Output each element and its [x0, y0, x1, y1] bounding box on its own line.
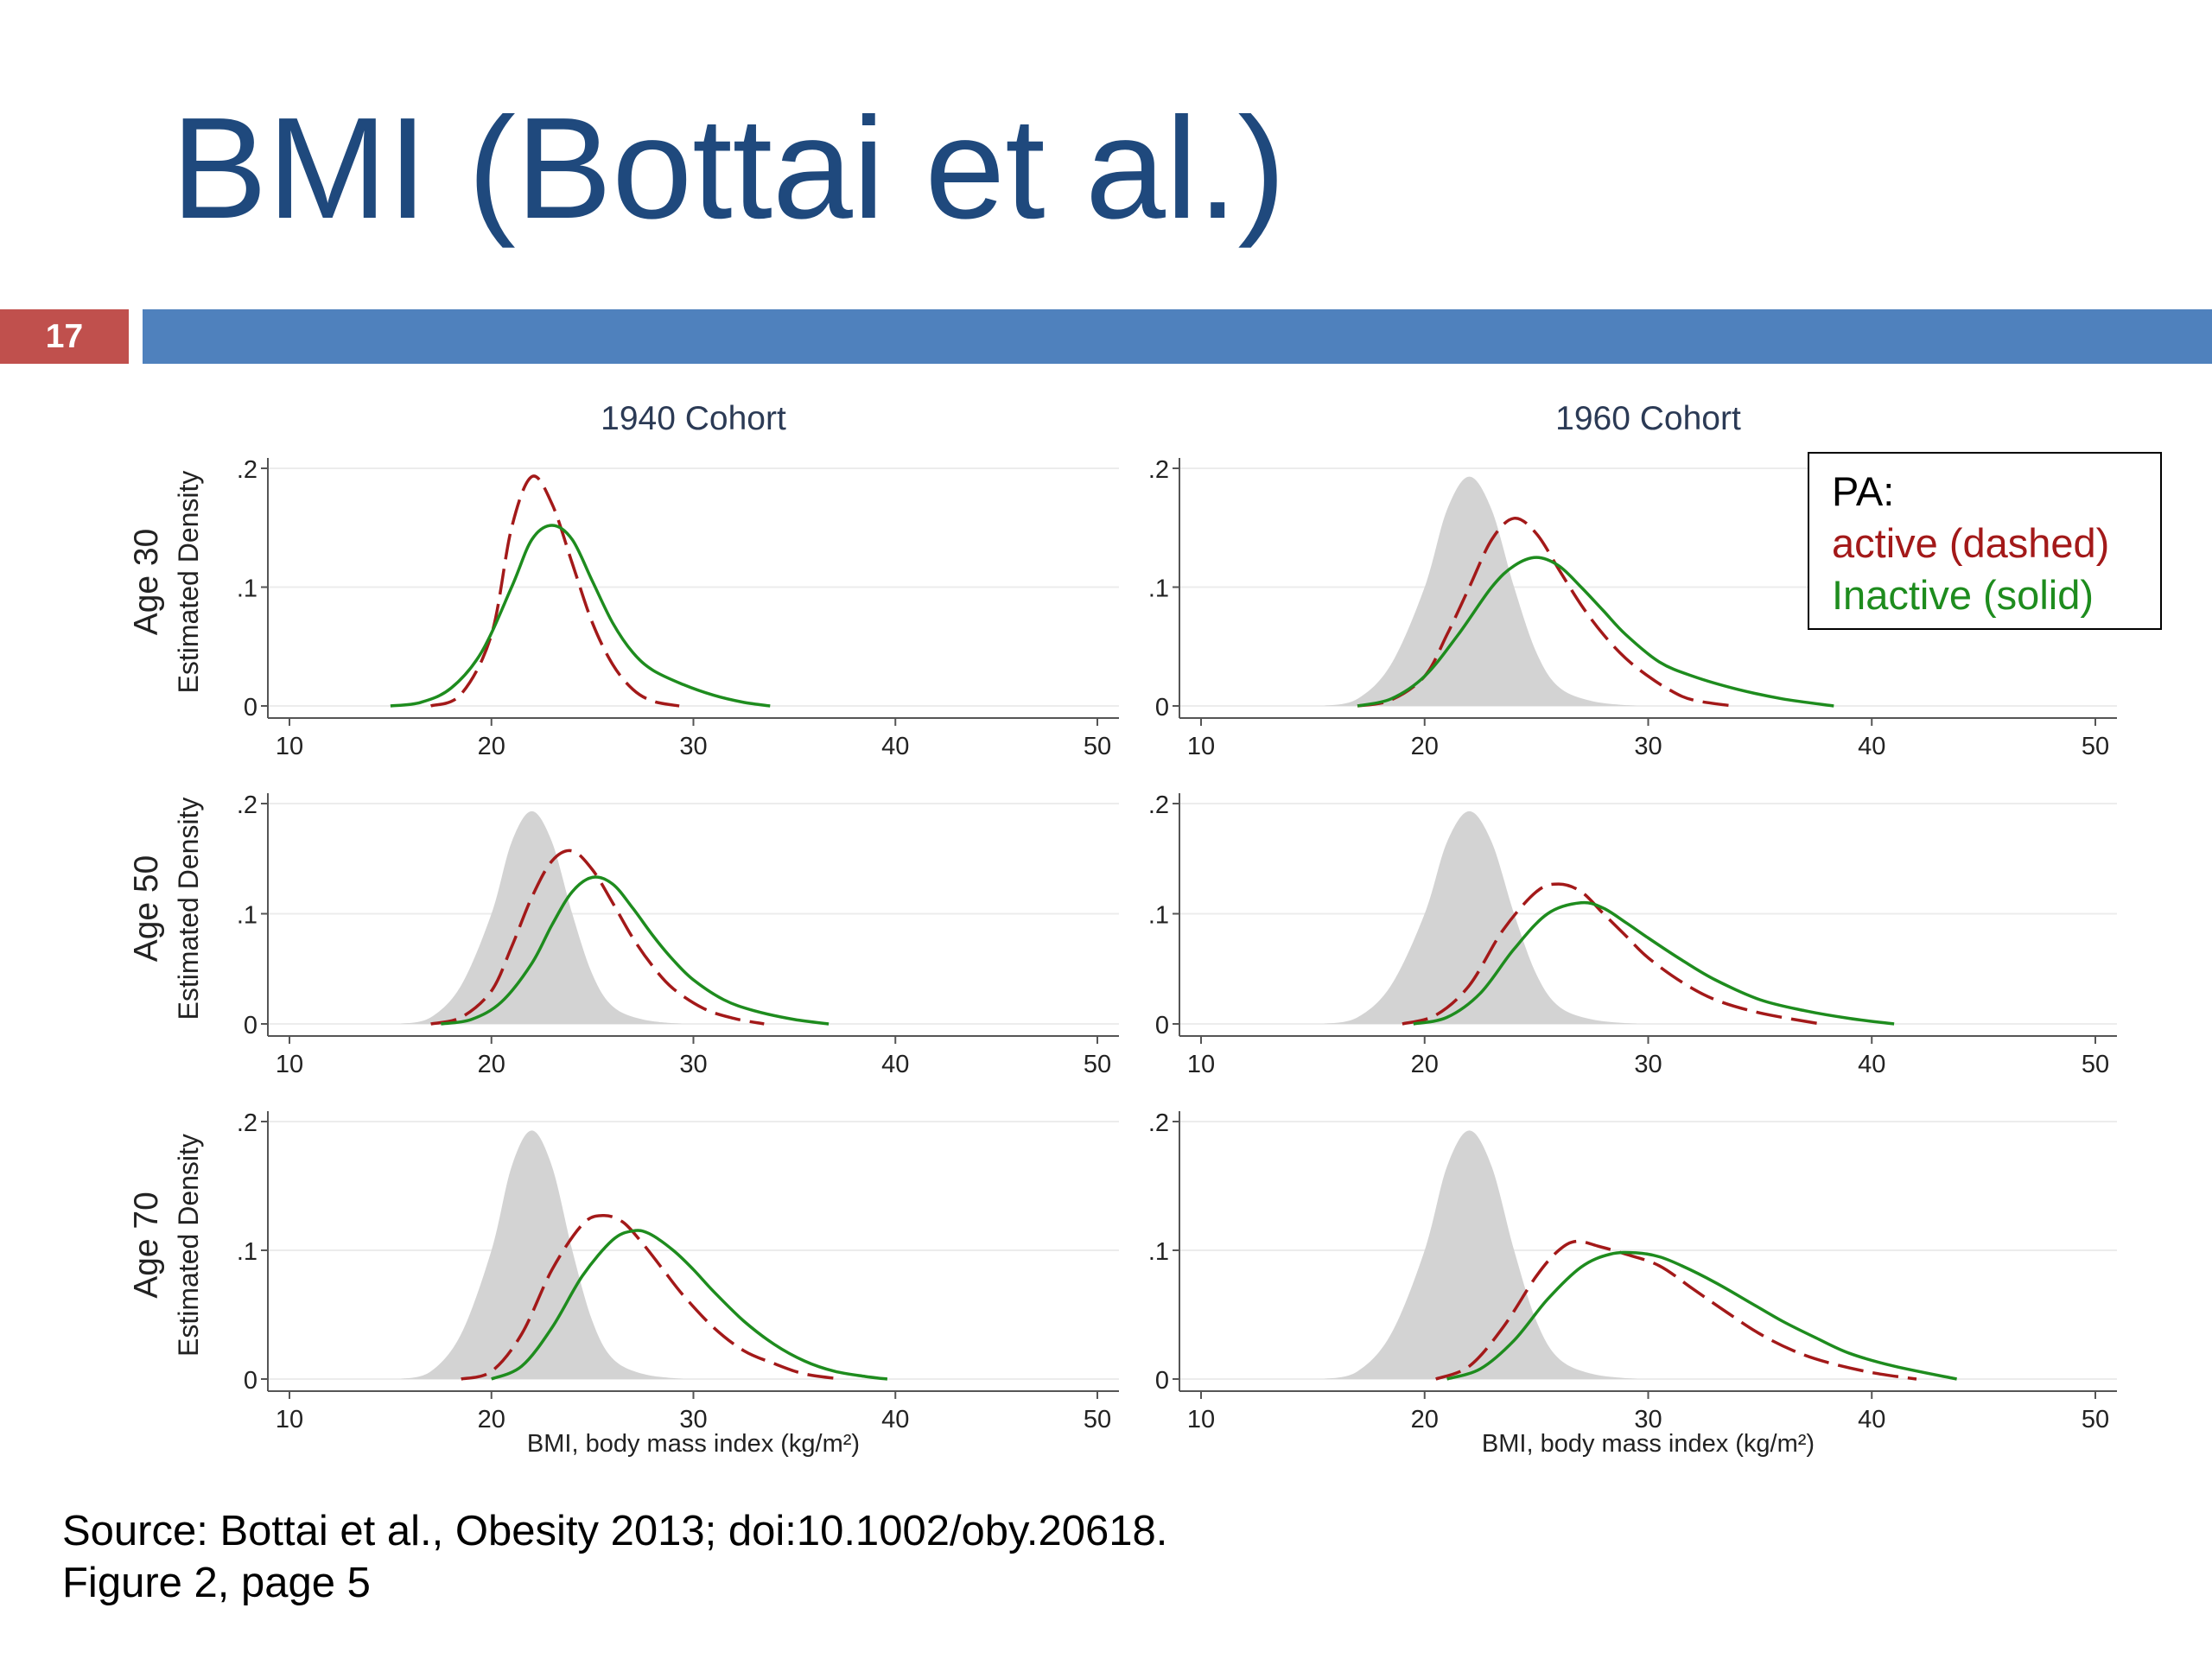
legend: PA: active (dashed) Inactive (solid) [1808, 452, 2162, 630]
x-tick-label: 20 [478, 1051, 505, 1078]
legend-active: active (dashed) [1832, 520, 2110, 566]
column-title: 1940 Cohort [601, 400, 786, 437]
y-tick-label: .1 [237, 902, 257, 930]
x-axis-title: BMI, body mass index (kg/m²) [527, 1430, 860, 1458]
x-tick-label: 30 [1634, 733, 1662, 760]
y-tick-label: .2 [237, 791, 257, 819]
x-tick-label: 50 [2082, 1406, 2109, 1433]
x-tick-label: 50 [2082, 733, 2109, 760]
active-dashed-line [1357, 517, 1734, 708]
y-tick-label: 0 [1155, 694, 1169, 721]
y-tick-label: .1 [1148, 902, 1169, 930]
inactive-solid-line [1357, 556, 1834, 708]
reference-density-area [400, 810, 683, 1024]
x-tick-label: 30 [1634, 1051, 1662, 1078]
title-accent-bar [143, 309, 2212, 364]
y-tick-label: .1 [237, 575, 257, 603]
slide-number: 17 [0, 309, 129, 364]
reference-density-area [1324, 810, 1637, 1024]
panel-r1-c0: 0 .1 .2 10 20 30 40 50 [237, 791, 1119, 1078]
x-tick-label: 20 [478, 733, 505, 760]
y-tick-label: .2 [237, 1109, 257, 1137]
y-axis-title: Estimated Density [173, 798, 204, 1020]
x-tick-label: 40 [1858, 1406, 1885, 1433]
reference-density-area [1324, 1130, 1637, 1379]
x-tick-label: 10 [1187, 733, 1215, 760]
x-tick-label: 40 [881, 1051, 909, 1078]
row-label: Age 50 [128, 855, 165, 963]
x-tick-label: 40 [881, 733, 909, 760]
panel-r0-c0: 0 .1 .2 10 20 30 40 50 [237, 456, 1119, 760]
active-dashed-line [461, 1214, 842, 1381]
inactive-solid-line [390, 524, 771, 708]
y-tick-label: .2 [1148, 456, 1169, 484]
inactive-solid-line [1413, 900, 1895, 1026]
y-tick-label: .1 [1148, 1238, 1169, 1266]
panel-r1-c1: 0 .1 .2 10 20 30 40 50 [1148, 791, 2117, 1078]
x-tick-label: 50 [2082, 1051, 2109, 1078]
column-title: 1960 Cohort [1555, 400, 1741, 437]
x-tick-label: 10 [1187, 1406, 1215, 1433]
x-tick-label: 50 [1084, 733, 1111, 760]
y-tick-label: 0 [1155, 1367, 1169, 1395]
legend-title: PA: [1832, 468, 1895, 514]
source-line-2: Figure 2, page 5 [62, 1560, 371, 1606]
row-label: Age 30 [128, 529, 165, 636]
x-tick-label: 10 [276, 733, 303, 760]
active-dashed-line [430, 849, 765, 1026]
x-tick-label: 10 [276, 1406, 303, 1433]
density-figure: 1940 Cohort 1960 Cohort 0 .1 .2 10 20 30 40 50 0 .1… [128, 400, 2117, 1458]
inactive-solid-line [1446, 1250, 1957, 1381]
panel-r2-c1: 0 .1 .2 10 20 30 40 50 BMI, body mass index (kg/… [1148, 1109, 2117, 1458]
y-tick-label: .1 [237, 1238, 257, 1266]
x-tick-label: 30 [1634, 1406, 1662, 1433]
source-line-1: Source: Bottai et al., Obesity 2013; doi… [62, 1508, 1168, 1554]
y-tick-label: .1 [1148, 575, 1169, 603]
x-tick-label: 20 [1411, 733, 1439, 760]
y-axis-title: Estimated Density [173, 471, 204, 694]
x-tick-label: 50 [1084, 1051, 1111, 1078]
x-tick-label: 20 [478, 1406, 505, 1433]
y-axis-title: Estimated Density [173, 1134, 204, 1357]
x-tick-label: 40 [1858, 1051, 1885, 1078]
x-tick-label: 30 [679, 1406, 707, 1433]
reference-density-area [400, 1130, 683, 1379]
x-tick-label: 30 [679, 733, 707, 760]
panel-r2-c0: 0 .1 .2 10 20 30 40 50 BMI, body mass index (kg/… [237, 1109, 1119, 1458]
x-tick-label: 50 [1084, 1406, 1111, 1433]
active-dashed-line [1435, 1239, 1917, 1381]
x-tick-label: 20 [1411, 1406, 1439, 1433]
x-tick-label: 10 [1187, 1051, 1215, 1078]
x-tick-label: 10 [276, 1051, 303, 1078]
y-tick-label: 0 [244, 694, 257, 721]
y-tick-label: 0 [244, 1012, 257, 1039]
y-tick-label: 0 [1155, 1012, 1169, 1039]
x-tick-label: 40 [1858, 733, 1885, 760]
x-tick-label: 40 [881, 1406, 909, 1433]
y-tick-label: .2 [237, 456, 257, 484]
x-tick-label: 20 [1411, 1051, 1439, 1078]
legend-inactive: Inactive (solid) [1832, 572, 2094, 618]
x-tick-label: 30 [679, 1051, 707, 1078]
y-tick-label: 0 [244, 1367, 257, 1395]
y-tick-label: .2 [1148, 1109, 1169, 1137]
source-note: Source: Bottai et al., Obesity 2013; doi… [62, 1505, 1167, 1609]
y-tick-label: .2 [1148, 791, 1169, 819]
inactive-solid-line [491, 1229, 888, 1381]
x-axis-title: BMI, body mass index (kg/m²) [1482, 1430, 1815, 1458]
active-dashed-line [429, 474, 680, 708]
inactive-solid-line [441, 875, 830, 1026]
slide-title: BMI (Bottai et al.) [171, 88, 1287, 249]
active-dashed-line [1402, 882, 1821, 1026]
reference-density-area [1324, 476, 1637, 706]
row-label: Age 70 [128, 1192, 165, 1299]
